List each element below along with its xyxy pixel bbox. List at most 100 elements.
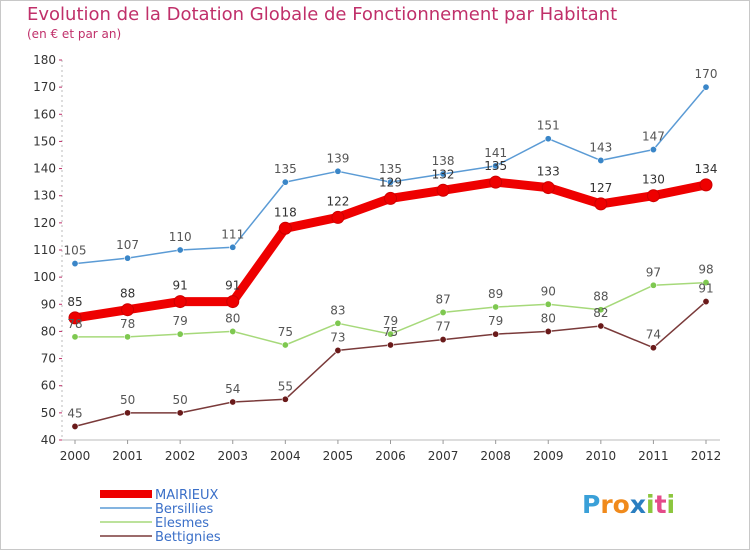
data-point-mairieux [594,197,608,211]
data-point-mairieux [226,295,240,309]
data-point-bersillies [597,156,605,164]
data-label-bersillies: 147 [642,130,665,144]
data-point-bersillies [71,260,79,268]
y-tick-label: 60 [41,379,56,393]
y-tick-label: 180 [33,53,56,67]
data-point-bettignies [281,395,289,403]
data-point-mairieux [646,189,660,203]
logo-letter: r [600,490,613,519]
data-point-bersillies [281,178,289,186]
data-label-mairieux: 129 [379,175,402,189]
data-label-bettignies: 82 [593,306,608,320]
data-point-bettignies [229,398,237,406]
x-tick-label: 2008 [480,449,511,463]
data-label-bettignies: 73 [330,330,345,344]
data-point-bettignies [544,327,552,335]
y-tick-label: 150 [33,134,56,148]
legend-label-elesmes: Elesmes [155,516,209,531]
x-tick-label: 2001 [112,449,143,463]
data-label-bersillies: 107 [116,238,139,252]
y-tick-label: 110 [33,243,56,257]
axes: 40 50 60 70 80 90 100 110 120 130 140 150 160 170 180 2… [33,53,721,463]
y-tick-label: 140 [33,162,56,176]
data-point-mairieux [436,183,450,197]
logo-letter: o [612,490,630,519]
data-point-elesmes [229,327,237,335]
data-label-bersillies: 170 [695,67,718,81]
logo-letter: i [646,490,655,519]
data-point-elesmes [71,333,79,341]
data-point-bersillies [649,146,657,154]
data-label-mairieux: 134 [695,162,718,176]
y-tick-label: 100 [33,270,56,284]
data-label-bersillies: 138 [432,154,455,168]
data-label-bettignies: 80 [541,311,556,325]
x-tick-label: 2005 [323,449,354,463]
data-point-bettignies [702,298,710,306]
data-point-mairieux [699,178,713,192]
data-label-elesmes: 97 [646,265,661,279]
data-label-bersillies: 143 [589,140,612,154]
data-point-bersillies [386,178,394,186]
data-label-elesmes: 79 [383,314,398,328]
data-label-elesmes: 98 [698,263,713,277]
data-point-bettignies [386,341,394,349]
data-label-mairieux: 91 [225,279,240,293]
data-label-elesmes: 83 [330,303,345,317]
data-point-elesmes [702,279,710,287]
data-label-elesmes: 88 [593,290,608,304]
data-point-bersillies [702,83,710,91]
data-point-elesmes [124,333,132,341]
data-label-mairieux: 132 [432,167,455,181]
logo-letter: x [629,490,646,519]
data-label-bettignies: 91 [698,282,713,296]
data-point-bettignies [439,336,447,344]
data-label-bersillies: 151 [537,119,560,133]
x-tick-label: 2004 [270,449,301,463]
data-point-mairieux [489,175,503,189]
legend-label-mairieux: MAIRIEUX [155,488,219,503]
x-tick-label: 2010 [586,449,617,463]
data-label-bersillies: 141 [484,146,507,160]
y-tick-label: 130 [33,189,56,203]
data-point-bersillies [439,170,447,178]
proxiti-logo: Proxiti [582,490,675,519]
data-point-bettignies [176,409,184,417]
logo-letter: i [666,490,676,519]
data-point-bersillies [229,243,237,251]
data-label-mairieux: 135 [484,159,507,173]
data-point-bettignies [492,330,500,338]
chart-title: Evolution de la Dotation Globale de Fonc… [27,4,618,25]
data-point-bersillies [544,135,552,143]
series-lines [70,86,711,428]
data-point-elesmes [334,319,342,327]
y-tick-label: 70 [41,352,56,366]
legend-label-bettignies: Bettignies [155,530,221,545]
data-point-bettignies [71,422,79,430]
data-labels: 105 107 110 111 135 139 135 138 141 151 143 147 170 7… [64,67,718,420]
data-point-mairieux [331,210,345,224]
y-tick-label: 40 [41,433,56,447]
data-label-mairieux: 127 [589,181,612,195]
data-label-mairieux: 91 [173,279,188,293]
x-tick-label: 2000 [60,449,91,463]
data-point-bettignies [334,346,342,354]
data-point-elesmes [176,330,184,338]
data-label-mairieux: 130 [642,173,665,187]
data-label-bettignies: 50 [120,393,135,407]
data-label-bettignies: 77 [435,320,450,334]
data-label-bersillies: 110 [169,230,192,244]
x-tick-label: 2007 [428,449,459,463]
legend-label-bersillies: Bersillies [155,502,213,517]
data-point-mairieux [384,191,397,205]
data-label-bettignies: 74 [646,328,661,342]
data-label-bettignies: 55 [278,379,293,393]
data-point-bersillies [334,167,342,175]
data-label-bersillies: 139 [326,151,349,165]
data-label-elesmes: 89 [488,287,503,301]
data-point-mairieux [68,311,82,325]
data-point-mairieux [173,295,187,309]
data-point-elesmes [281,341,289,349]
data-label-bettignies: 79 [488,314,503,328]
